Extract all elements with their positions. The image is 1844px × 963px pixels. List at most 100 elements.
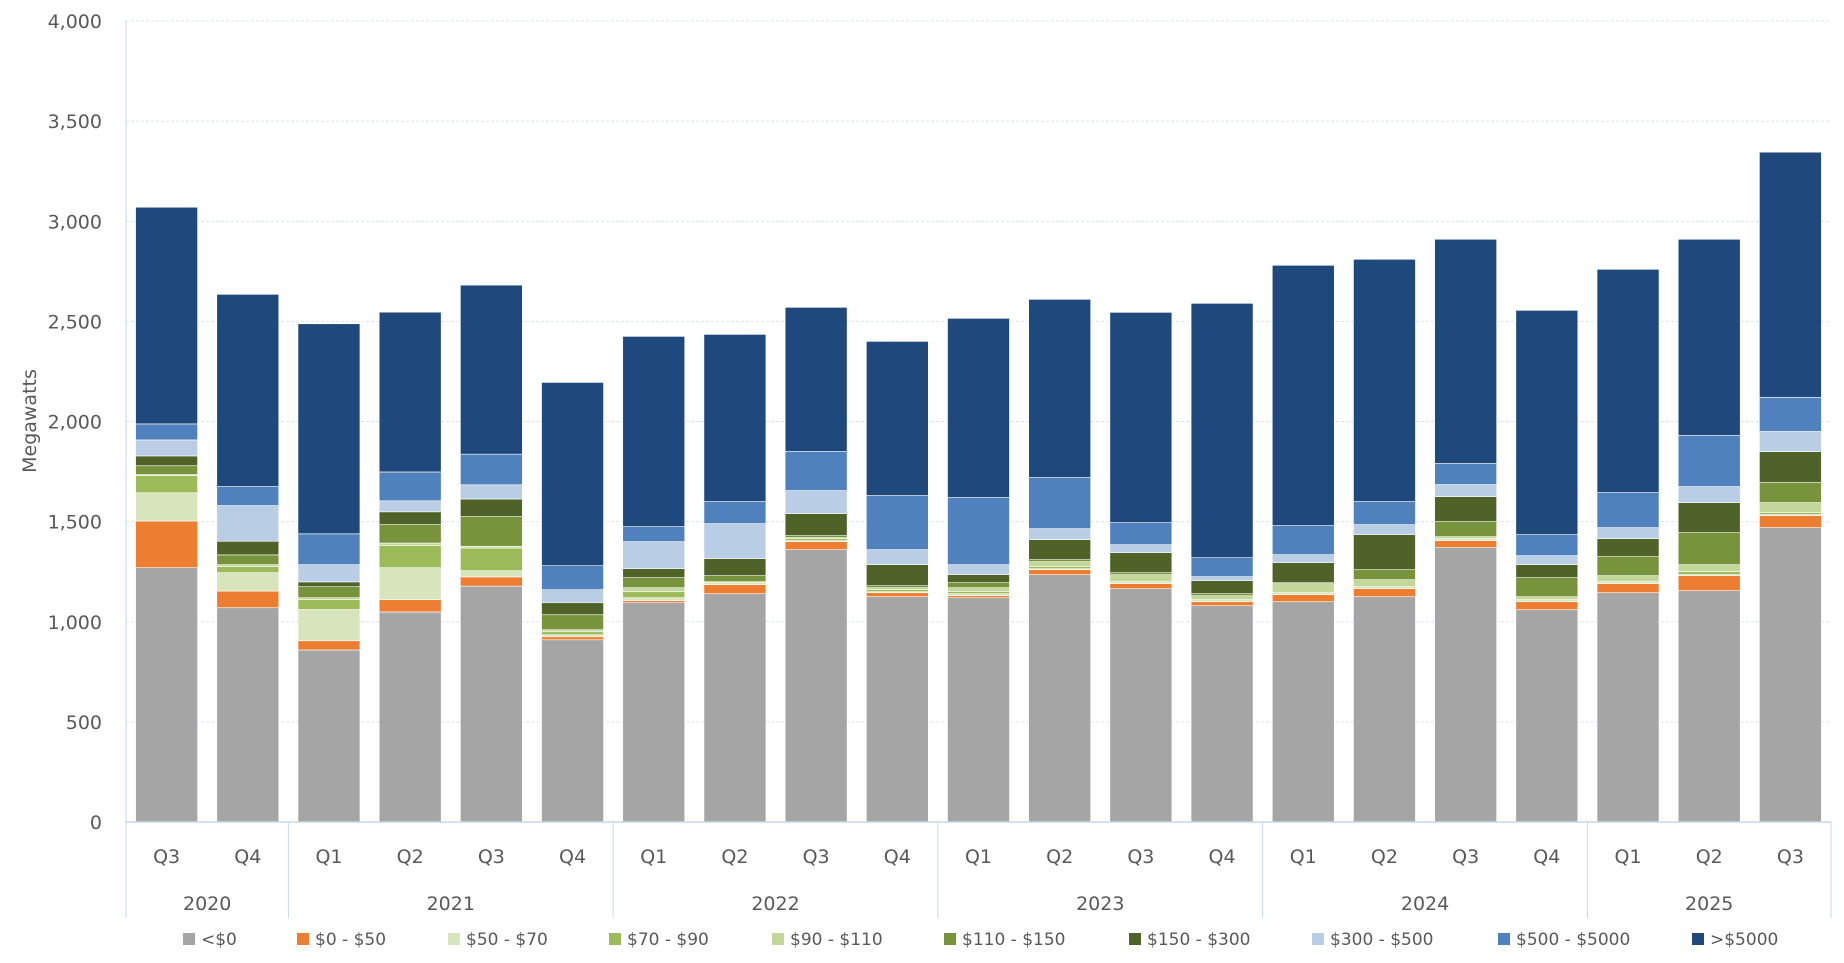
legend-label: $500 - $5000 — [1516, 930, 1630, 950]
bar-segment — [216, 540, 280, 556]
x-tick-label: Q4 — [884, 846, 911, 868]
y-tick-label: 4,000 — [48, 11, 102, 33]
bar-segment — [1434, 238, 1497, 464]
bar-segment — [135, 206, 198, 425]
x-tick-label: Q2 — [1046, 846, 1073, 868]
bar-segment — [1596, 583, 1660, 594]
bar-segment — [784, 307, 848, 452]
bar-segment — [622, 602, 686, 823]
bar-segment — [460, 570, 523, 578]
bar-segment — [866, 549, 929, 565]
bar-segment — [866, 587, 929, 591]
bar-segment — [1190, 576, 1254, 581]
bar-segment — [1271, 562, 1335, 584]
bar-segment — [1596, 269, 1660, 493]
bar-segment — [1759, 515, 1822, 528]
y-tick-label: 2,000 — [48, 412, 102, 434]
bar-segment — [622, 336, 686, 527]
bar-segment — [622, 587, 686, 593]
bar-segment — [866, 495, 929, 550]
bar-segment — [622, 597, 686, 602]
x-tick-label: Q1 — [640, 846, 667, 868]
x-tick-label: Q3 — [803, 846, 830, 868]
bar-segment — [135, 520, 198, 568]
bar-segment — [1271, 525, 1335, 555]
x-year-label: 2021 — [427, 893, 475, 915]
bar-segment — [1109, 588, 1173, 823]
bar-segment — [1515, 534, 1579, 556]
bar-segment — [1190, 601, 1254, 607]
x-year-label: 2023 — [1076, 893, 1124, 915]
x-tick-label: Q3 — [153, 846, 180, 868]
bar-segment — [1271, 583, 1335, 594]
x-year-label: 2025 — [1685, 893, 1733, 915]
bar-segment — [216, 505, 280, 542]
bar-segment — [541, 631, 604, 636]
bars — [135, 151, 1822, 823]
bar-segment — [947, 591, 1010, 595]
bar-segment — [1271, 601, 1335, 823]
legend-swatch — [1312, 933, 1324, 945]
bar-segment — [1677, 575, 1741, 592]
bar-segment — [216, 486, 280, 506]
bar-segment — [297, 609, 361, 642]
bar-segment — [1759, 512, 1822, 515]
bar-segment — [297, 533, 361, 565]
bar-segment — [947, 595, 1010, 599]
bar-segment — [1109, 522, 1173, 545]
bar-segment — [1190, 557, 1254, 577]
bar-segment — [1677, 238, 1741, 436]
bar-segment — [1353, 524, 1416, 535]
bar-segment — [1596, 592, 1660, 823]
bar-segment — [1515, 310, 1579, 535]
bar-segment — [1759, 431, 1822, 452]
bar-segment — [1677, 486, 1741, 503]
bar-segment — [541, 614, 604, 631]
bar-segment — [1028, 559, 1091, 562]
bar-segment — [1028, 477, 1091, 529]
bar-segment — [216, 566, 280, 573]
bar-segment — [541, 565, 604, 591]
bar-segment — [297, 649, 361, 823]
bar-segment — [1434, 484, 1497, 497]
x-year-label: 2020 — [183, 893, 231, 915]
bar-segment — [460, 453, 523, 486]
bar-segment — [1596, 538, 1660, 557]
bar-segment — [1596, 575, 1660, 583]
bar-segment — [297, 597, 361, 601]
x-tick-label: Q1 — [315, 846, 342, 868]
y-tick-label: 2,500 — [48, 311, 102, 333]
legend-swatch — [1129, 933, 1141, 945]
bar-segment — [541, 639, 604, 823]
bar-segment — [135, 465, 198, 475]
bar-segment — [703, 593, 767, 823]
x-tick-label: Q3 — [478, 846, 505, 868]
bar-segment — [866, 589, 929, 593]
bar-segment — [297, 323, 361, 535]
bar-segment — [622, 600, 686, 604]
bar-segment — [1190, 593, 1254, 597]
bar-segment — [1109, 312, 1173, 523]
x-year-label: 2022 — [751, 893, 799, 915]
legend-label: $70 - $90 — [627, 930, 709, 950]
legend-swatch — [183, 933, 195, 945]
bar-segment — [460, 484, 523, 500]
bar-segment — [1677, 590, 1741, 823]
x-tick-label: Q1 — [1615, 846, 1642, 868]
y-tick-label: 1,500 — [48, 512, 102, 534]
bar-segment — [947, 587, 1010, 593]
bar-segment — [866, 585, 929, 589]
bar-segment — [784, 535, 848, 538]
bar-segment — [784, 538, 848, 541]
bar-segment — [1353, 569, 1416, 580]
bar-segment — [622, 577, 686, 589]
bar-segment — [378, 311, 442, 473]
bar-segment — [1190, 595, 1254, 601]
bar-segment — [1271, 554, 1335, 563]
bar-segment — [1434, 521, 1497, 537]
bar-segment — [1190, 580, 1254, 595]
bar-segment — [622, 568, 686, 578]
bar-segment — [135, 439, 198, 457]
bar-segment — [1434, 496, 1497, 522]
